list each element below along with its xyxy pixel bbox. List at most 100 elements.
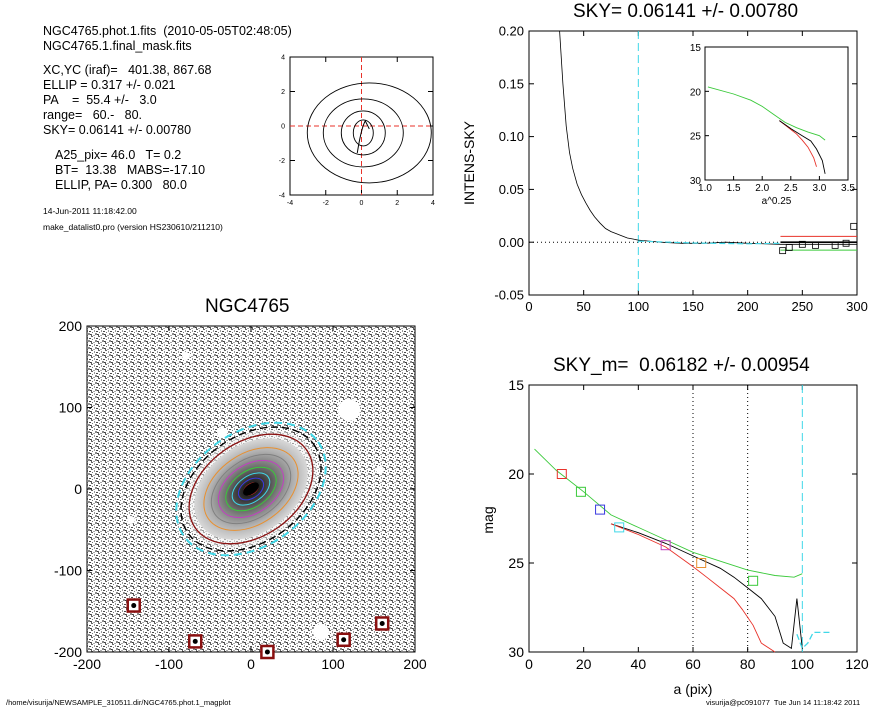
- sky-profile-xtick-label: 100: [627, 299, 649, 314]
- sky-marker: [812, 241, 819, 249]
- contour-xtick-label: 4: [431, 200, 435, 207]
- galaxy-body: [175, 421, 327, 557]
- masked-region: [376, 466, 384, 474]
- contour-ytick-label: 4: [281, 54, 285, 61]
- aperture-ellipse: [180, 426, 322, 552]
- sky-profile-ytick-label: 0.10: [499, 129, 524, 144]
- masked-region: [182, 352, 190, 360]
- sky-marker: [785, 244, 793, 251]
- sky-profile-ytick-label: 0.20: [499, 24, 524, 39]
- mag-profile-ytick-label: 20: [508, 466, 524, 482]
- sky-profile-cyan: [638, 240, 781, 245]
- param-a25: A25_pix= 46.0 T= 0.2: [55, 148, 182, 162]
- mag-line-black: [610, 523, 803, 650]
- isophote: [217, 459, 285, 519]
- contour-level: [306, 82, 432, 184]
- isophote: [237, 477, 265, 501]
- inset-line-red: [779, 120, 817, 167]
- sky-profile-xtick-label: 150: [682, 299, 704, 314]
- isophote: [225, 466, 277, 512]
- masked-region: [313, 624, 329, 640]
- aperture-ellipse: [188, 433, 314, 545]
- masked-star: [341, 637, 347, 643]
- masked-star: [192, 638, 198, 644]
- inset-xtick-label: 2.0: [755, 183, 769, 194]
- galaxy-image-ytick-label: 200: [59, 318, 83, 334]
- inset-ytick-label: 20: [690, 87, 702, 98]
- isophote: [231, 472, 271, 506]
- param-bt: BT= 13.38 MABS=-17.10: [55, 163, 206, 177]
- sky-profile-xtick-label: 300: [846, 299, 868, 314]
- inset-xtick-label: 3.5: [841, 183, 855, 194]
- contour-level: [340, 110, 386, 156]
- isophote: [203, 447, 299, 531]
- header-line1: NGC4765.phot.1.fits (2010-05-05T02:48:05…: [43, 24, 292, 38]
- mag-square-green: [748, 575, 759, 586]
- sky-marker: [779, 247, 787, 255]
- inset-frame: [704, 46, 849, 181]
- mag-square-blue: [595, 504, 606, 515]
- param-ellip-pa: ELLIP, PA= 0.300 80.0: [55, 178, 187, 192]
- inset-ytick-label: 25: [690, 132, 702, 143]
- param-pa: PA = 55.4 +/- 3.0: [43, 93, 157, 107]
- contour-xtick-label: -4: [287, 200, 293, 207]
- sky-profile-xtick-label: 200: [737, 299, 759, 314]
- inset-ytick-label: 30: [690, 176, 702, 187]
- inset-xtick-label: 1.5: [727, 183, 741, 194]
- sky-profile-ytick-label: 0.15: [499, 76, 524, 91]
- header-program: make_datalist0.pro (version HS230610/211…: [43, 222, 223, 232]
- param-range: range= 60.- 80.: [43, 108, 143, 122]
- isophote: [210, 453, 292, 525]
- footer-user: visurija@pc091077 Tue Jun 14 11:18:42 20…: [706, 698, 861, 707]
- mag-profile-xtick-label: 20: [576, 656, 592, 672]
- sky-profile-ytick-label: 0.05: [499, 182, 524, 197]
- mag-square-red: [556, 469, 567, 479]
- mag-profile-ytick-label: 15: [508, 377, 524, 393]
- galaxy-image-frame: [86, 325, 416, 653]
- contour-xtick-label: -2: [323, 200, 329, 207]
- masked-star: [379, 620, 385, 626]
- sky-marker: [798, 240, 806, 248]
- mag-square-orange: [696, 558, 707, 568]
- masked-star: [264, 649, 270, 655]
- mag-profile-xtick-label: 60: [685, 656, 701, 672]
- sky-profile-ylabel: INTENS-SKY: [461, 120, 477, 205]
- param-xcyc: XC,YC (iraf)= 401.38, 867.68: [43, 63, 212, 77]
- mag-square-green: [575, 486, 586, 497]
- header-date: 14-Jun-2011 11:18:42.00: [43, 206, 137, 216]
- inset-xtick-label: 3.0: [812, 183, 826, 194]
- contour-ytick-label: -2: [279, 158, 285, 165]
- sky-marker: [842, 239, 850, 247]
- galaxy-image-xtick-label: 200: [403, 656, 427, 672]
- contour-core: [356, 119, 370, 153]
- masked-star: [131, 603, 137, 609]
- sky-marker: [850, 222, 858, 230]
- contour-ytick-label: -4: [279, 192, 285, 199]
- galaxy-image-ytick-label: 0: [74, 481, 82, 497]
- param-ellip: ELLIP = 0.317 +/- 0.021: [43, 78, 176, 92]
- inset-line-black: [779, 120, 826, 174]
- galaxy-nucleus: [243, 482, 259, 496]
- galaxy-image-ytick-label: 100: [59, 399, 83, 415]
- header-line2: NGC4765.1.final_mask.fits: [43, 39, 192, 53]
- mag-profile-ytick-label: 30: [508, 644, 524, 660]
- param-sky: SKY= 0.06141 +/- 0.00780: [43, 123, 192, 137]
- contour-xtick-label: 2: [395, 200, 399, 207]
- mag-profile-xtick-label: 80: [740, 656, 756, 672]
- contour-level: [322, 98, 404, 168]
- mag-square-cyan: [614, 522, 625, 533]
- contour-ytick-label: 2: [281, 89, 285, 96]
- inset-line-green: [707, 86, 826, 141]
- inset-xtick-label: 1.0: [698, 183, 712, 194]
- sky-profile-xtick-label: 250: [791, 299, 813, 314]
- inset-xlabel: a^0.25: [762, 196, 792, 207]
- sky-marker: [831, 241, 839, 249]
- sky-profile-title: SKY= 0.06141 +/- 0.00780: [573, 1, 799, 22]
- mag-square-magenta: [660, 540, 671, 551]
- sky-profile-line: [559, 30, 857, 245]
- contour-ytick-label: 0: [281, 123, 285, 130]
- mag-profile-xtick-label: 120: [845, 656, 869, 672]
- contour-level: [352, 119, 374, 147]
- masked-region: [127, 516, 135, 524]
- galaxy-image-ytick-label: -200: [54, 644, 82, 660]
